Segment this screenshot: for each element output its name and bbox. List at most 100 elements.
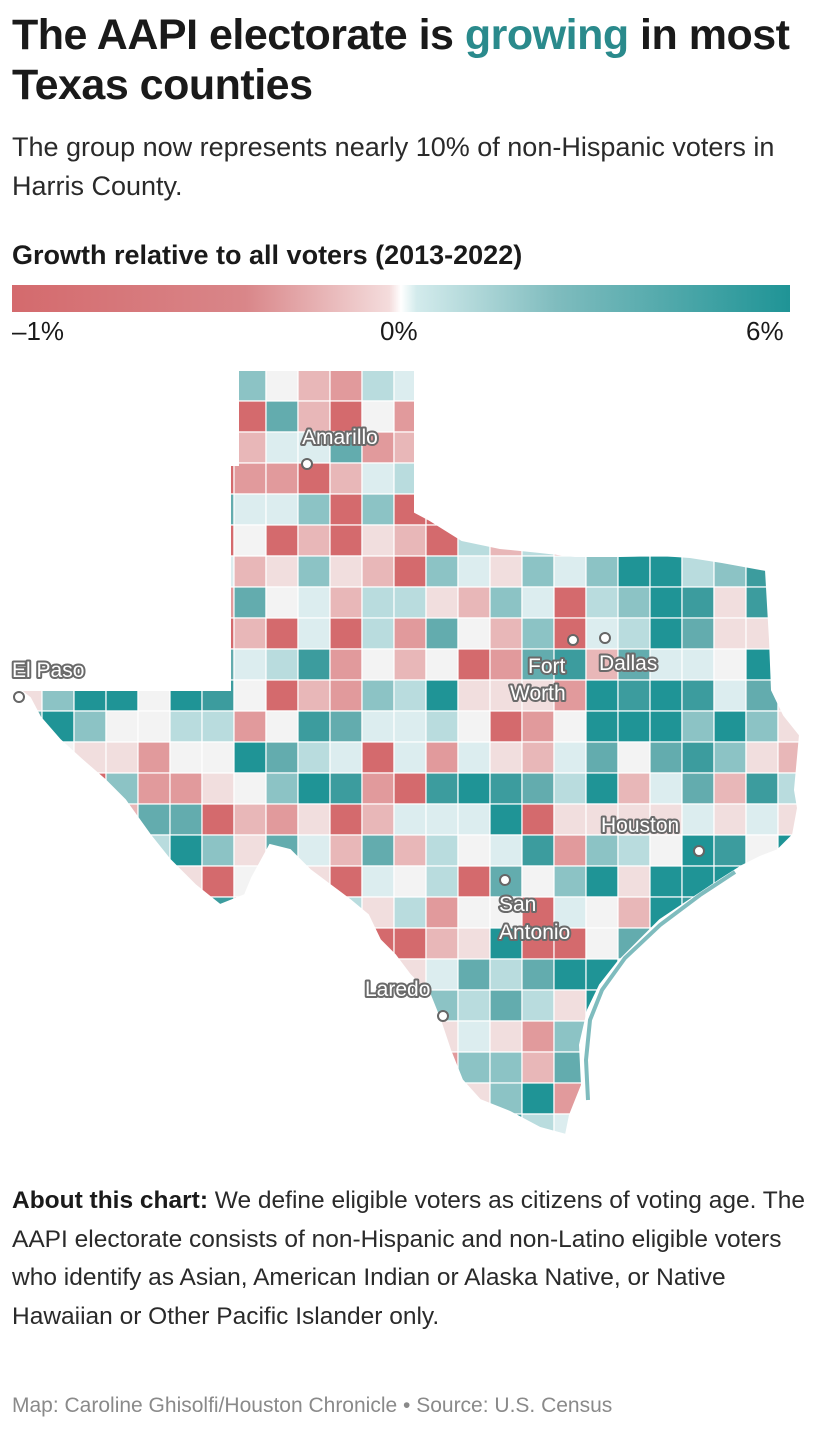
county-tile <box>457 586 491 619</box>
county-tile <box>745 1082 779 1115</box>
county-tile <box>73 710 107 743</box>
county-tile <box>553 462 587 495</box>
county-tile <box>617 834 651 867</box>
county-tile <box>457 462 491 495</box>
county-tile <box>393 648 427 681</box>
county-tile <box>521 586 555 619</box>
county-tile <box>361 896 395 929</box>
county-tile <box>41 958 75 991</box>
county-tile <box>329 1113 363 1135</box>
city-marker <box>599 632 611 644</box>
county-tile <box>297 834 331 867</box>
county-tile <box>553 803 587 836</box>
county-tile <box>137 803 171 836</box>
county-tile <box>265 1082 299 1115</box>
county-tile <box>297 555 331 588</box>
county-tile <box>681 400 715 433</box>
county-tile <box>233 1020 267 1053</box>
county-tile <box>425 1082 459 1115</box>
county-tile <box>20 741 43 774</box>
county-tile <box>297 524 331 557</box>
county-tile <box>20 927 43 960</box>
county-tile <box>393 1051 427 1084</box>
county-tile <box>105 1020 139 1053</box>
county-tile <box>73 896 107 929</box>
county-tile <box>265 1051 299 1084</box>
county-tile <box>681 741 715 774</box>
county-tile <box>329 710 363 743</box>
county-tile <box>585 772 619 805</box>
county-tile <box>457 865 491 898</box>
county-tile <box>681 586 715 619</box>
county-tile <box>553 586 587 619</box>
county-tile <box>713 400 747 433</box>
county-tile <box>713 1051 747 1084</box>
county-tile <box>20 989 43 1022</box>
county-tile <box>457 834 491 867</box>
county-tile <box>265 679 299 712</box>
county-tile <box>73 927 107 960</box>
county-tile <box>361 493 395 526</box>
county-tile <box>73 555 107 588</box>
county-tile <box>137 679 171 712</box>
county-tile <box>265 462 299 495</box>
county-tile <box>521 431 555 464</box>
county-tile <box>201 803 235 836</box>
county-tile <box>105 741 139 774</box>
county-tile <box>137 989 171 1022</box>
county-tile <box>681 803 715 836</box>
county-tile <box>393 1082 427 1115</box>
county-tile <box>457 1051 491 1084</box>
county-tile <box>361 679 395 712</box>
county-tile <box>105 927 139 960</box>
county-tile <box>73 617 107 650</box>
county-tile <box>617 617 651 650</box>
county-tile <box>713 958 747 991</box>
county-tile <box>585 370 619 402</box>
county-tile <box>233 555 267 588</box>
county-tile <box>521 803 555 836</box>
county-tile <box>553 834 587 867</box>
county-tile <box>105 431 139 464</box>
county-tile <box>233 1113 267 1135</box>
county-tile <box>169 741 203 774</box>
county-tile <box>137 772 171 805</box>
county-tile <box>393 741 427 774</box>
county-tile <box>169 1082 203 1115</box>
county-tile <box>617 679 651 712</box>
county-tile <box>617 555 651 588</box>
county-tile <box>265 370 299 402</box>
county-tile <box>617 586 651 619</box>
county-tile <box>713 586 747 619</box>
county-tile <box>425 370 459 402</box>
county-tile <box>457 370 491 402</box>
county-tile <box>489 989 523 1022</box>
county-tile <box>393 1113 427 1135</box>
county-tile <box>713 741 747 774</box>
county-tile <box>297 927 331 960</box>
county-tile <box>233 772 267 805</box>
county-tile <box>265 741 299 774</box>
county-tile <box>265 803 299 836</box>
county-tile <box>329 617 363 650</box>
county-tile <box>297 370 331 402</box>
county-tile <box>489 834 523 867</box>
county-tile <box>201 741 235 774</box>
county-tile <box>521 1051 555 1084</box>
county-tile <box>361 710 395 743</box>
county-tile <box>393 679 427 712</box>
county-tile <box>297 1020 331 1053</box>
county-tile <box>169 958 203 991</box>
county-tile <box>105 834 139 867</box>
county-tile <box>361 741 395 774</box>
county-tile <box>329 989 363 1022</box>
county-tile <box>649 462 683 495</box>
city-fort-worth: Fort Worth <box>508 634 579 707</box>
county-tile <box>201 1020 235 1053</box>
county-tile <box>169 772 203 805</box>
county-tile <box>425 865 459 898</box>
county-tile <box>265 400 299 433</box>
county-tile <box>297 989 331 1022</box>
county-tile <box>265 865 299 898</box>
county-tile <box>20 1082 43 1115</box>
